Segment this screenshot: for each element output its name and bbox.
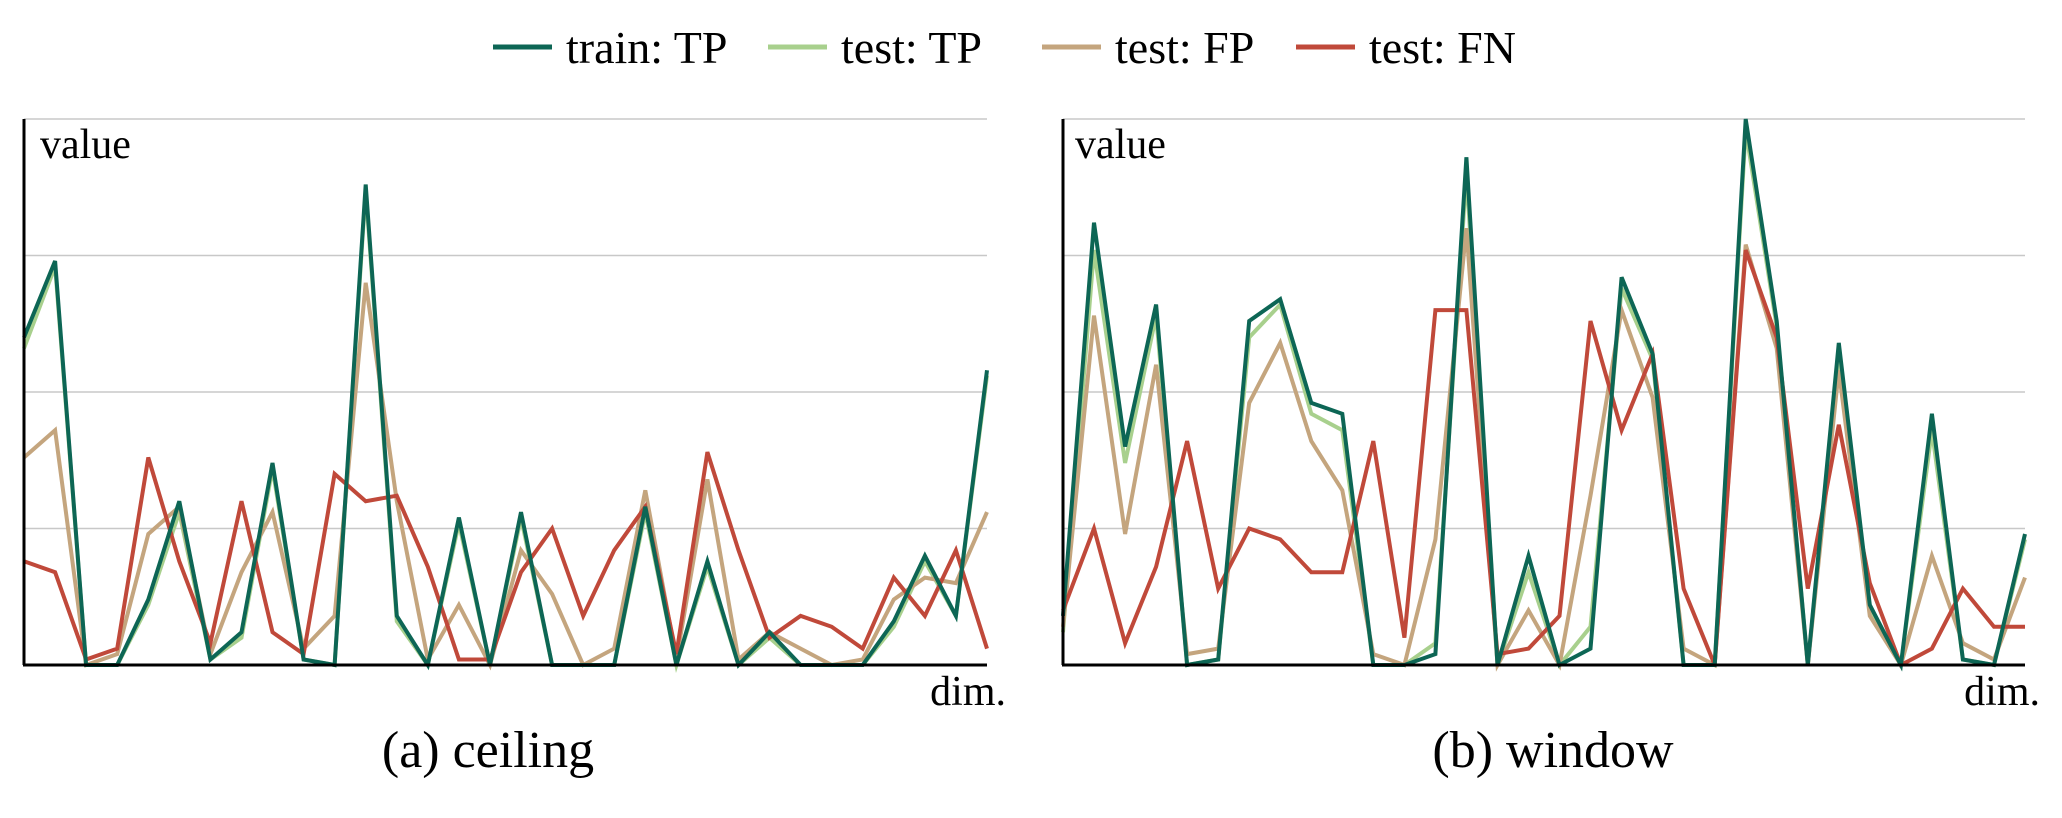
series-line-test-fp-ceiling — [22, 282, 989, 671]
series-lines-window — [1061, 118, 2027, 672]
series-line-test-tp-window — [1061, 129, 2027, 672]
y-axis-label-ceiling: value — [40, 122, 131, 168]
legend-label-test-tp: test: TP — [841, 22, 982, 73]
series-line-test-fn-window — [1061, 249, 2025, 668]
series-line-train-tp-ceiling — [22, 184, 989, 671]
x-axis-label-ceiling: dim. — [930, 669, 1006, 715]
legend-item-test-fp: test: FP — [1042, 22, 1254, 73]
legend: train: TP test: TP test: FP test: FN — [493, 22, 1516, 73]
y-axis-label-window: value — [1075, 122, 1166, 168]
gridlines-ceiling — [24, 118, 987, 530]
legend-item-test-fn: test: FN — [1296, 22, 1516, 73]
gridlines-window — [1063, 118, 2025, 530]
legend-label-train-tp: train: TP — [566, 22, 727, 73]
legend-item-test-tp: test: TP — [768, 22, 982, 73]
series-lines-ceiling — [22, 184, 989, 673]
series-line-train-tp-window — [1061, 118, 2027, 672]
series-line-test-fn-ceiling — [23, 451, 989, 663]
caption-window: (b) window — [1432, 722, 1674, 779]
caption-ceiling: (a) ceiling — [382, 722, 594, 779]
chart-panel-window: value dim. (b) window — [1061, 118, 2040, 779]
legend-label-test-fn: test: FN — [1369, 22, 1516, 73]
x-axis-label-window: dim. — [1964, 669, 2040, 715]
chart-panel-ceiling: value dim. (a) ceiling — [22, 118, 1006, 779]
series-line-test-fp-window — [1061, 228, 2027, 672]
legend-item-train-tp: train: TP — [493, 22, 727, 73]
legend-label-test-fp: test: FP — [1115, 22, 1254, 73]
